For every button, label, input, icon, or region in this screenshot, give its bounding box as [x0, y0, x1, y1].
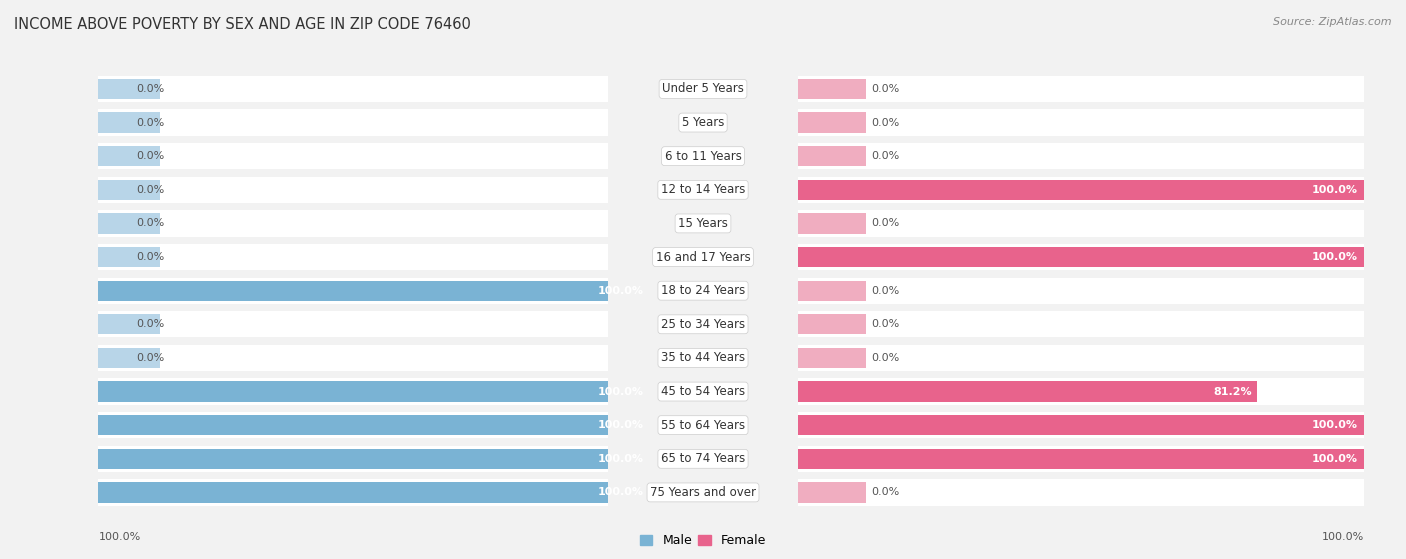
Text: Source: ZipAtlas.com: Source: ZipAtlas.com — [1274, 17, 1392, 27]
Bar — [98, 378, 609, 405]
Bar — [98, 348, 160, 368]
Bar — [98, 180, 160, 200]
Text: 100.0%: 100.0% — [1312, 252, 1358, 262]
Bar — [799, 479, 1364, 505]
Text: 100.0%: 100.0% — [1312, 454, 1358, 464]
Text: 100.0%: 100.0% — [1322, 532, 1364, 542]
Text: 0.0%: 0.0% — [136, 353, 165, 363]
Bar — [799, 247, 1364, 267]
Text: 0.0%: 0.0% — [136, 219, 165, 229]
Bar — [98, 446, 609, 472]
Text: 0.0%: 0.0% — [872, 219, 900, 229]
Bar — [98, 112, 160, 132]
Text: 0.0%: 0.0% — [872, 319, 900, 329]
Text: 25 to 34 Years: 25 to 34 Years — [661, 318, 745, 331]
Text: 0.0%: 0.0% — [872, 353, 900, 363]
Text: 6 to 11 Years: 6 to 11 Years — [665, 150, 741, 163]
Bar — [98, 177, 609, 203]
Bar — [98, 479, 609, 505]
Text: 0.0%: 0.0% — [872, 286, 900, 296]
Text: Under 5 Years: Under 5 Years — [662, 82, 744, 96]
Bar — [799, 214, 866, 234]
Bar — [799, 378, 1364, 405]
Text: 55 to 64 Years: 55 to 64 Years — [661, 419, 745, 432]
Bar — [98, 381, 609, 401]
Bar — [98, 247, 160, 267]
Bar — [799, 348, 866, 368]
Text: 0.0%: 0.0% — [136, 84, 165, 94]
Bar — [98, 482, 609, 503]
Bar — [799, 79, 866, 99]
Text: 65 to 74 Years: 65 to 74 Years — [661, 452, 745, 465]
Bar — [799, 210, 1364, 236]
Text: 18 to 24 Years: 18 to 24 Years — [661, 284, 745, 297]
Text: 100.0%: 100.0% — [598, 487, 644, 498]
Bar — [799, 143, 1364, 169]
Bar — [799, 446, 1364, 472]
Bar — [799, 180, 1364, 200]
Bar — [98, 79, 160, 99]
Text: 0.0%: 0.0% — [136, 117, 165, 127]
Bar — [98, 214, 160, 234]
Text: 0.0%: 0.0% — [872, 487, 900, 498]
Text: 0.0%: 0.0% — [136, 151, 165, 161]
Text: 81.2%: 81.2% — [1213, 387, 1251, 396]
Bar — [98, 311, 609, 338]
Bar — [98, 449, 609, 469]
Text: 0.0%: 0.0% — [872, 151, 900, 161]
Bar — [98, 244, 609, 270]
Bar — [799, 110, 1364, 136]
Text: 100.0%: 100.0% — [598, 454, 644, 464]
Text: 75 Years and over: 75 Years and over — [650, 486, 756, 499]
Bar — [98, 412, 609, 438]
Bar — [98, 415, 609, 435]
Bar — [799, 412, 1364, 438]
Text: INCOME ABOVE POVERTY BY SEX AND AGE IN ZIP CODE 76460: INCOME ABOVE POVERTY BY SEX AND AGE IN Z… — [14, 17, 471, 32]
Bar — [98, 146, 160, 166]
Text: 5 Years: 5 Years — [682, 116, 724, 129]
Bar — [98, 281, 609, 301]
Text: 45 to 54 Years: 45 to 54 Years — [661, 385, 745, 398]
Bar — [799, 112, 866, 132]
Bar — [799, 177, 1364, 203]
Text: 15 Years: 15 Years — [678, 217, 728, 230]
Bar — [799, 281, 866, 301]
Bar — [98, 278, 609, 304]
Bar — [799, 345, 1364, 371]
Text: 0.0%: 0.0% — [872, 117, 900, 127]
Text: 16 and 17 Years: 16 and 17 Years — [655, 250, 751, 263]
Text: 12 to 14 Years: 12 to 14 Years — [661, 183, 745, 196]
Text: 100.0%: 100.0% — [598, 420, 644, 430]
Bar — [98, 76, 609, 102]
Bar — [98, 143, 609, 169]
Bar — [799, 381, 1257, 401]
Legend: Male, Female: Male, Female — [640, 534, 766, 547]
Text: 100.0%: 100.0% — [598, 387, 644, 396]
Bar — [799, 482, 866, 503]
Bar — [799, 244, 1364, 270]
Bar — [799, 449, 1364, 469]
Bar — [799, 146, 866, 166]
Text: 35 to 44 Years: 35 to 44 Years — [661, 352, 745, 364]
Bar — [98, 314, 160, 334]
Text: 100.0%: 100.0% — [598, 286, 644, 296]
Bar — [799, 415, 1364, 435]
Text: 100.0%: 100.0% — [1312, 185, 1358, 195]
Text: 100.0%: 100.0% — [98, 532, 141, 542]
Text: 0.0%: 0.0% — [136, 319, 165, 329]
Bar — [98, 345, 609, 371]
Text: 100.0%: 100.0% — [1312, 420, 1358, 430]
Text: 0.0%: 0.0% — [136, 185, 165, 195]
Bar — [799, 314, 866, 334]
Bar — [799, 278, 1364, 304]
Bar — [98, 210, 609, 236]
Bar — [799, 311, 1364, 338]
Text: 0.0%: 0.0% — [872, 84, 900, 94]
Bar — [799, 76, 1364, 102]
Bar — [98, 110, 609, 136]
Text: 0.0%: 0.0% — [136, 252, 165, 262]
